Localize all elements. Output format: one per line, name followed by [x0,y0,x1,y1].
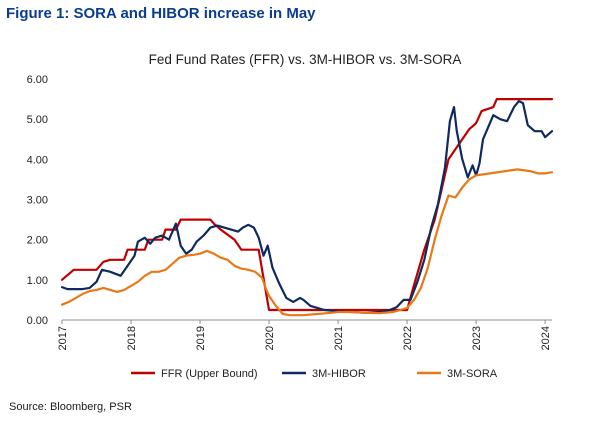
y-tick-label: 4.00 [27,154,48,166]
y-tick-label: 0.00 [27,315,48,327]
series-line-3m-hibor [60,100,554,314]
legend: FFR (Upper Bound) 3M-HIBOR 3M-SORA [131,368,498,380]
series-line-3m-sora [60,168,554,317]
figure-title: Figure 1: SORA and HIBOR increase in May [6,5,316,22]
y-axis: 0.00 1.00 2.00 3.00 4.00 5.00 6.00 [27,74,48,327]
legend-label: 3M-HIBOR [312,368,366,380]
x-tick-label: 2019 [195,326,207,350]
x-tick-label: 2021 [333,326,345,350]
x-tick-label: 2018 [126,326,138,350]
x-tick-label: 2020 [264,326,276,350]
series-line-ffr-upper-bound [60,98,554,312]
y-tick-label: 1.00 [27,275,48,287]
x-tick-label: 2017 [57,326,69,350]
y-tick-label: 6.00 [27,74,48,86]
source-note: Source: Bloomberg, PSR [9,401,132,413]
chart-title: Fed Fund Rates (FFR) vs. 3M-HIBOR vs. 3M… [149,52,462,67]
y-tick-label: 3.00 [27,195,48,207]
y-tick-label: 5.00 [27,114,48,126]
x-axis: 2017 2018 2019 2020 2021 2022 2023 2024 [57,319,552,350]
series-group [60,98,554,317]
x-tick-label: 2022 [402,326,414,350]
x-tick-label: 2023 [471,326,483,350]
legend-label: 3M-SORA [447,368,498,380]
legend-label: FFR (Upper Bound) [161,368,258,380]
x-tick-label: 2024 [540,326,552,350]
y-tick-label: 2.00 [27,235,48,247]
